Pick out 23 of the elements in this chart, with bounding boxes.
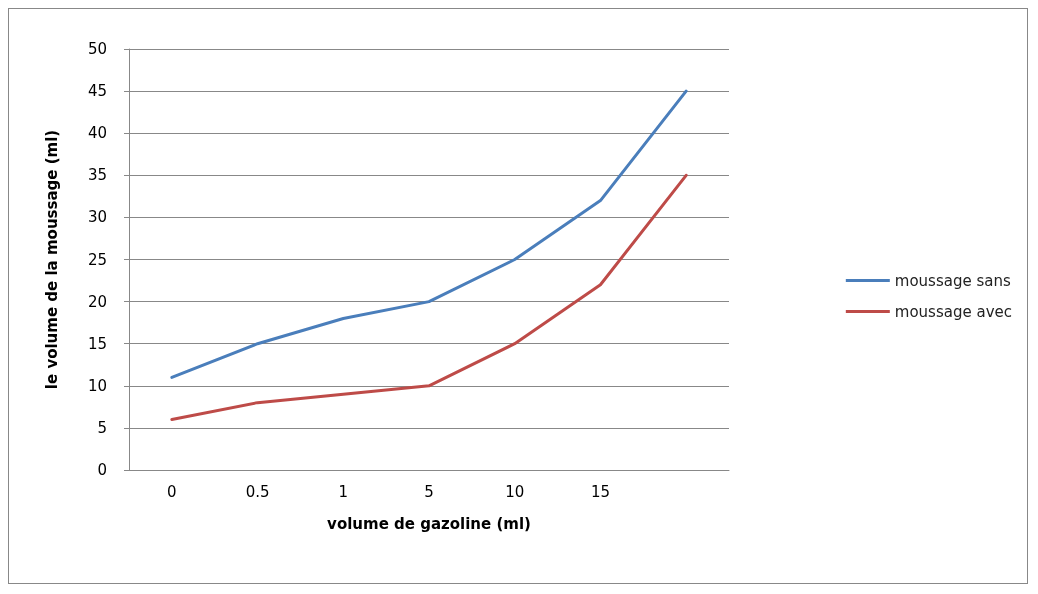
line-series bbox=[170, 173, 688, 421]
legend-label: moussage sans bbox=[894, 271, 1011, 290]
legend-label: moussage avec bbox=[894, 302, 1013, 321]
y-tick-label: 25 bbox=[87, 250, 107, 269]
x-axis-title: volume de gazoline (ml) bbox=[327, 514, 531, 533]
y-axis-title: le volume de la moussage (ml) bbox=[42, 129, 61, 390]
y-tick-label: 10 bbox=[87, 376, 107, 395]
x-tick-label: 15 bbox=[590, 482, 610, 501]
y-tick-label: 20 bbox=[87, 292, 107, 311]
x-tick-label: 5 bbox=[424, 482, 434, 501]
x-tick-label: 10 bbox=[505, 482, 525, 501]
y-tick-label: 30 bbox=[87, 208, 107, 227]
y-tick-label: 15 bbox=[87, 334, 107, 353]
x-tick-label: 1 bbox=[338, 482, 349, 501]
line-series bbox=[170, 89, 688, 379]
y-tick-label: 50 bbox=[87, 40, 107, 58]
y-tick-label: 40 bbox=[87, 124, 107, 143]
x-tick-label: 0 bbox=[167, 482, 177, 501]
x-tick-label: 0.5 bbox=[245, 482, 270, 501]
y-tick-label: 35 bbox=[87, 166, 107, 185]
y-tick-label: 0 bbox=[97, 461, 107, 479]
y-tick-label: 5 bbox=[97, 418, 107, 437]
y-tick-label: 45 bbox=[87, 82, 107, 101]
